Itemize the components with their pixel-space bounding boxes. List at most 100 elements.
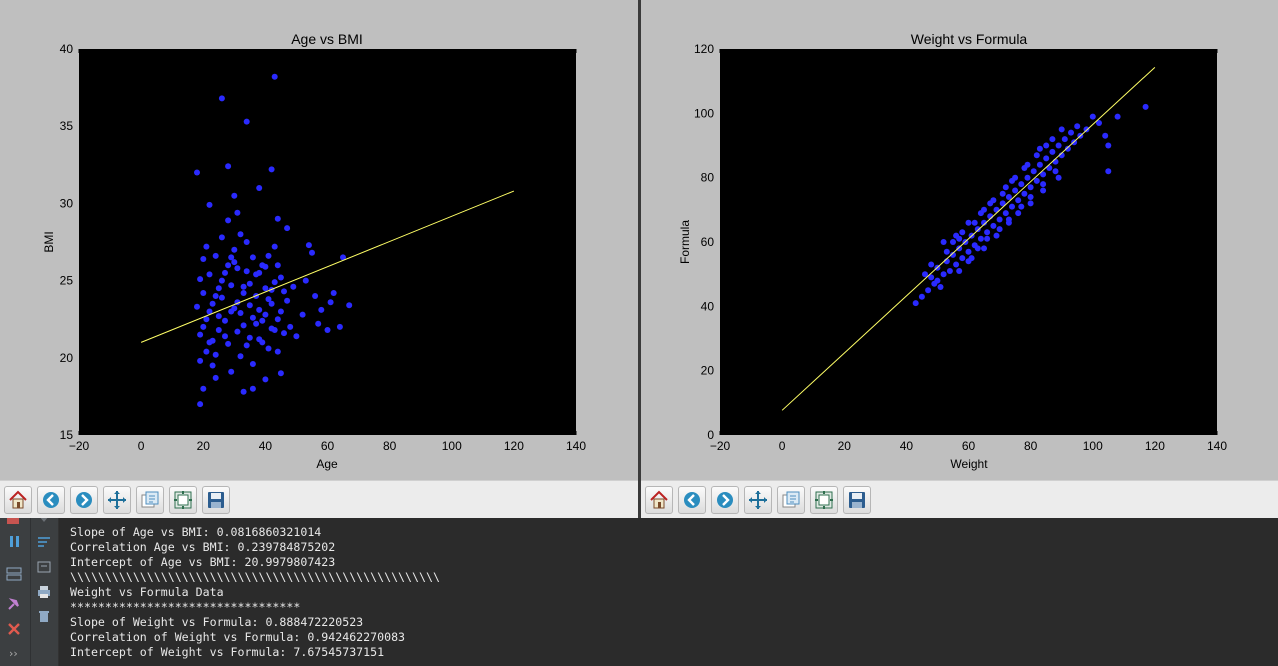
forward-button[interactable] [711,486,739,514]
trash-icon[interactable] [36,608,52,624]
scatter-point [215,327,222,333]
scatter-point [1055,142,1062,149]
scatter-point [971,219,978,226]
subplots-button[interactable] [810,486,838,514]
scatter-point [1096,120,1102,126]
scatter-point [243,118,250,125]
scatter-point [262,285,269,292]
print-icon[interactable] [36,584,52,600]
console-line: ************************************* [70,518,440,525]
scatter-point [974,245,981,252]
zoom-button[interactable] [136,486,164,514]
y-tick-label: 35 [60,119,74,133]
fit-line [781,66,1156,411]
scatter-point [200,290,207,296]
console-line: Correlation of Weight vs Formula: 0.9424… [70,630,406,644]
y-tick-label: 80 [701,171,715,185]
soft-wrap-icon[interactable] [36,534,52,550]
scatter-points [912,103,1149,307]
scatter-point [212,252,219,259]
zoom-button[interactable] [777,486,805,514]
scatter-point [271,73,278,80]
scatter-point [336,323,343,330]
pin-icon[interactable] [6,596,22,612]
forward-button[interactable] [70,486,98,514]
y-axis-label: BMI [42,231,56,252]
scatter-point [922,271,928,278]
console-gutter-right [31,518,59,666]
scatter-point [977,210,984,217]
scatter-point [1024,161,1031,168]
chart-title: Weight vs Formula [911,31,1028,47]
scatter-point [284,225,291,232]
scatter-point [956,268,963,274]
scatter-point [1033,177,1040,184]
y-tick-label: 30 [60,196,74,210]
scatter-point [965,248,972,255]
scatter-point [1055,174,1062,181]
y-tick-label: 25 [60,274,74,288]
scatter-point [218,294,225,301]
scatter-point [1074,123,1081,130]
console-gutter-left: ›› [0,518,31,666]
scatter-point [200,385,207,392]
x-tick-label: 80 [383,439,397,453]
scatter-point [265,345,272,352]
layout-icon[interactable] [6,566,22,582]
scatter-point [287,323,294,330]
scatter-point [987,200,994,207]
scatter-point [996,226,1003,233]
scatter-point [993,232,1000,239]
scatter-point [215,313,222,320]
save-button[interactable] [843,486,871,514]
scatter-point [1015,210,1022,217]
scatter-point [1040,187,1047,194]
pan-button[interactable] [744,486,772,514]
scatter-point [200,323,207,330]
scatter-point [928,274,935,281]
scatter-point [271,279,278,286]
chart-age-vs-bmi: Age vs BMI Age BMI −20 0 20 40 60 80 100 120 140… [42,31,586,471]
scatter-point [203,316,210,323]
scatter-point [302,277,309,284]
scatter-point [1002,210,1009,217]
scatter-point [249,314,256,321]
back-button[interactable] [678,486,706,514]
scatter-point [1049,148,1056,155]
home-button[interactable] [645,486,673,514]
scatter-point [999,190,1006,197]
stop-icon[interactable] [7,518,19,524]
pause-icon[interactable] [7,534,23,550]
plot-area [79,49,576,435]
scatter-point [1030,168,1037,175]
scatter-point [984,235,991,242]
close-icon[interactable] [6,621,22,637]
scatter-point [277,308,284,315]
plot-toolbar [641,480,1278,518]
scatter-point [1089,113,1096,120]
x-tick-label: 120 [1145,439,1165,453]
x-tick-label: 120 [504,439,524,453]
scatter-point [290,283,297,290]
scatter-point [1102,132,1109,139]
scatter-point [268,166,275,173]
scatter-point [231,246,238,253]
scatter-point [318,306,325,313]
scatter-point [1068,129,1074,136]
scatter-point [225,217,232,224]
scroll-to-end-icon[interactable] [36,560,52,576]
scatter-point [1015,197,1022,204]
scatter-point [262,263,269,270]
scatter-point [1009,203,1015,210]
figure-window-weight-formula: Weight vs Formula Weight Formula −20 0 20 4… [641,0,1278,518]
more-icon[interactable]: ›› [9,647,18,660]
y-tick-label: 60 [701,235,715,249]
home-button[interactable] [4,486,32,514]
pan-button[interactable] [103,486,131,514]
scatter-point [1005,219,1012,226]
subplots-button[interactable] [169,486,197,514]
save-button[interactable] [202,486,230,514]
scatter-point [1058,152,1065,159]
back-button[interactable] [37,486,65,514]
console-line: ********************************* [70,600,301,614]
